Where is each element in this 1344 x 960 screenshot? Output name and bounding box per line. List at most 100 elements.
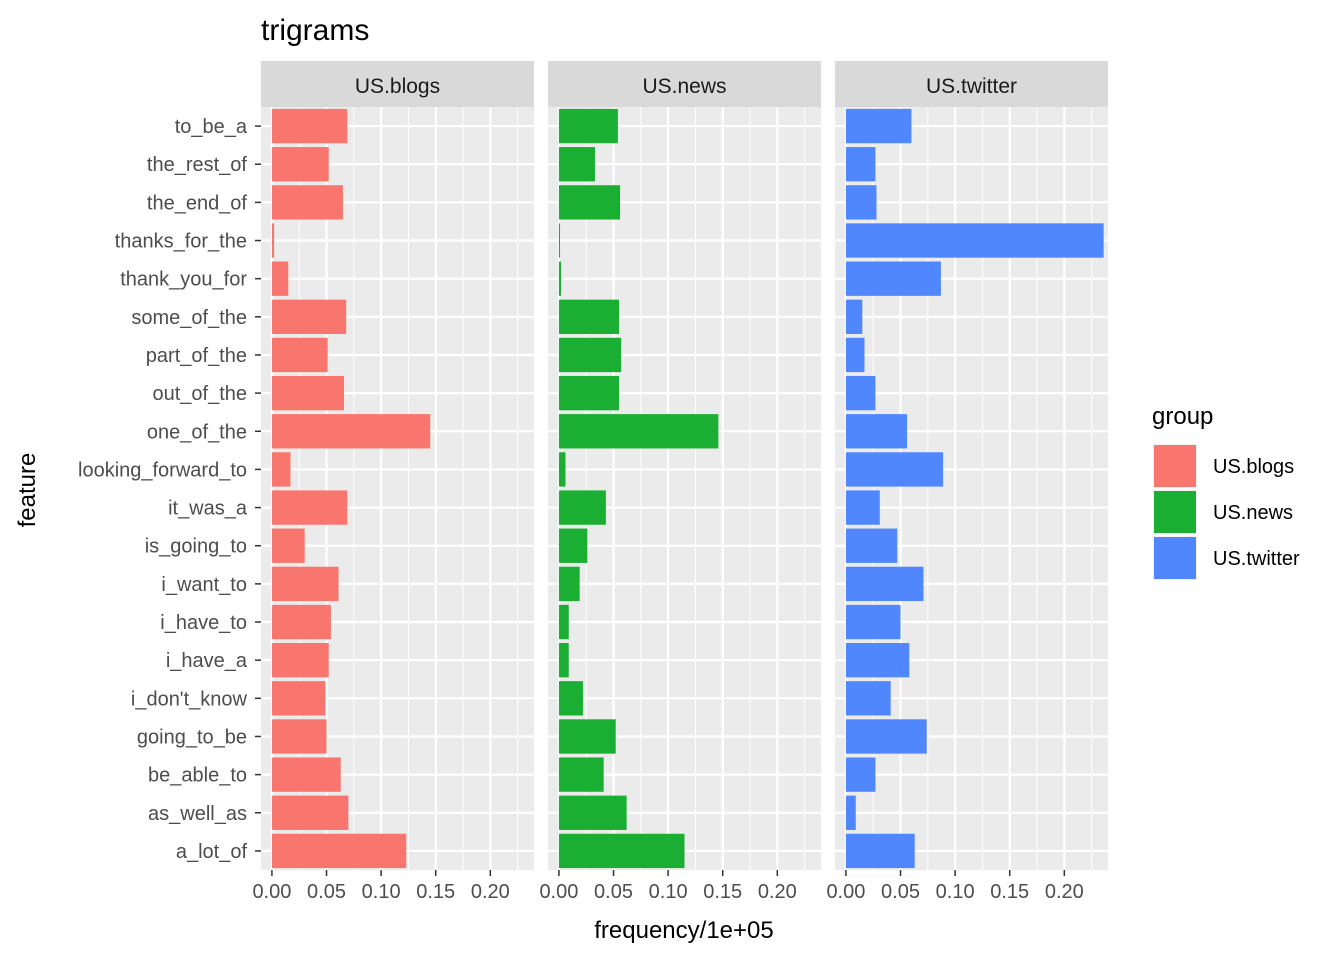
bar-as_well_as [845, 795, 856, 830]
y-tick-label: i_don't_know [131, 688, 248, 710]
bar-thank_you_for [271, 261, 289, 296]
bar-part_of_the [845, 337, 865, 373]
bar-one_of_the [558, 414, 719, 449]
x-tick-label: 0.20 [1045, 881, 1084, 903]
facet-strip-label: US.twitter [926, 75, 1017, 98]
bar-i_want_to [271, 566, 339, 602]
x-tick-label: 0.15 [990, 881, 1029, 903]
y-axis-title: feature [14, 453, 41, 528]
legend: group US.blogs US.news US.twitter [1152, 403, 1300, 580]
bar-part_of_the [558, 337, 622, 373]
panel-us-twitter: US.twitter 0.00 0.05 0.10 0.15 0.20 [826, 61, 1108, 903]
bar-going_to_be [845, 719, 927, 754]
facet-panels: US.blogs 0.00 0.05 0.10 0.15 0.20 US.news 0.00 0… [252, 61, 1108, 903]
facet-strip [261, 61, 534, 107]
legend-label: US.twitter [1213, 548, 1300, 570]
x-tick-label: 0.05 [307, 881, 346, 903]
bar-it_was_a [845, 490, 880, 525]
bar-thanks_for_the [558, 223, 561, 258]
x-tick-label: 0.00 [539, 881, 578, 903]
y-tick-label: it_was_a [168, 498, 248, 520]
x-tick-label: 0.05 [594, 881, 633, 903]
bar-i_want_to [558, 566, 580, 602]
bar-as_well_as [558, 795, 627, 830]
bar-i_have_a [558, 643, 569, 678]
bar-part_of_the [271, 337, 328, 373]
x-tick-label: 0.20 [471, 881, 510, 903]
legend-key-us-blogs [1154, 445, 1196, 487]
x-tick-label: 0.15 [703, 881, 742, 903]
chart-title: trigrams [261, 14, 369, 47]
bar-the_rest_of [558, 147, 595, 182]
bar-it_was_a [558, 490, 606, 525]
panel-background [261, 107, 534, 870]
bar-i_have_to [558, 604, 569, 640]
y-tick-label: the_rest_of [147, 154, 248, 176]
y-tick-label: as_well_as [148, 803, 247, 825]
bar-some_of_the [845, 299, 863, 334]
bar-out_of_the [558, 375, 619, 411]
bar-going_to_be [558, 719, 616, 754]
facet-strip [548, 61, 821, 107]
bar-the_rest_of [271, 147, 329, 182]
bar-one_of_the [845, 414, 908, 449]
bar-the_end_of [271, 185, 343, 220]
y-tick-label: to_be_a [175, 116, 248, 138]
legend-title: group [1152, 403, 1213, 430]
category-axis: to_be_a the_rest_of the_end_of thanks_for_t… [78, 116, 261, 863]
bar-be_able_to [271, 757, 341, 792]
bar-looking_forward_to [845, 452, 944, 487]
y-tick-label: a_lot_of [176, 841, 248, 863]
facet-strip-label: US.blogs [355, 75, 440, 98]
bar-i_don't_know [845, 681, 891, 716]
y-tick-label: thank_you_for [120, 269, 247, 291]
x-tick-label: 0.15 [416, 881, 455, 903]
bar-out_of_the [271, 375, 344, 411]
y-tick-label: be_able_to [148, 765, 247, 787]
y-tick-label: out_of_the [152, 383, 247, 405]
y-tick-label: the_end_of [147, 192, 248, 214]
bar-the_rest_of [845, 147, 876, 182]
panel-us-news: US.news 0.00 0.05 0.10 0.15 0.20 [539, 61, 821, 903]
bar-to_be_a [558, 108, 618, 144]
bar-a_lot_of [845, 833, 915, 869]
y-tick-label: i_want_to [161, 574, 247, 596]
legend-key-us-news [1154, 491, 1196, 533]
bar-the_end_of [558, 185, 621, 220]
legend-label: US.blogs [1213, 456, 1294, 478]
x-tick-label: 0.00 [252, 881, 291, 903]
bar-out_of_the [845, 375, 876, 411]
facet-strip-label: US.news [642, 75, 726, 98]
bar-the_end_of [845, 185, 877, 220]
bar-is_going_to [845, 528, 898, 563]
panel-us-blogs: US.blogs 0.00 0.05 0.10 0.15 0.20 [252, 61, 534, 903]
bar-i_have_to [271, 604, 331, 640]
x-tick-label: 0.10 [362, 881, 401, 903]
y-tick-label: i_have_to [160, 612, 247, 634]
bar-some_of_the [271, 299, 347, 334]
x-tick-label: 0.10 [649, 881, 688, 903]
y-tick-label: going_to_be [137, 726, 247, 748]
bar-thanks_for_the [271, 223, 275, 258]
x-tick-label: 0.05 [881, 881, 920, 903]
x-tick-label: 0.10 [936, 881, 975, 903]
y-tick-label: part_of_the [146, 345, 247, 367]
legend-key-us-twitter [1154, 537, 1196, 579]
bar-i_don't_know [558, 681, 583, 716]
bar-some_of_the [558, 299, 619, 334]
bar-i_have_to [845, 604, 901, 640]
facet-strip [835, 61, 1108, 107]
x-axis-title: frequency/1e+05 [594, 917, 773, 944]
panel-background [835, 107, 1108, 870]
bar-be_able_to [558, 757, 604, 792]
y-tick-label: is_going_to [145, 536, 247, 558]
bar-to_be_a [845, 108, 912, 144]
bar-thank_you_for [558, 261, 562, 296]
bar-is_going_to [558, 528, 588, 563]
y-tick-label: i_have_a [166, 650, 248, 672]
bar-looking_forward_to [271, 452, 291, 487]
x-tick-label: 0.00 [826, 881, 865, 903]
bar-as_well_as [271, 795, 349, 830]
y-tick-label: one_of_the [147, 421, 247, 443]
